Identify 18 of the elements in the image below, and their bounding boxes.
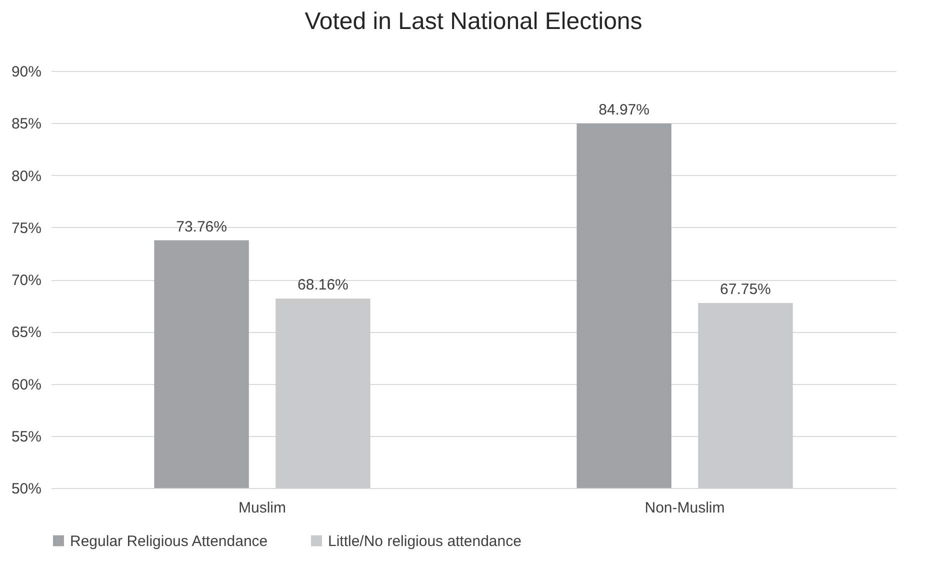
y-tick-label: 90% bbox=[11, 64, 42, 80]
x-tick-label: Non-Muslim bbox=[644, 500, 725, 516]
data-label: 67.75% bbox=[720, 280, 771, 298]
y-tick-label: 75% bbox=[11, 220, 42, 237]
y-tick-label: 55% bbox=[11, 428, 42, 446]
legend-label: Little/No religious attendance bbox=[328, 532, 522, 550]
y-tick-label: 50% bbox=[11, 480, 42, 498]
y-tick-label: 60% bbox=[11, 376, 42, 394]
chart-title: Voted in Last National Elections bbox=[304, 8, 642, 35]
y-tick-label: 70% bbox=[11, 272, 42, 289]
y-tick-label: 80% bbox=[11, 168, 42, 185]
x-tick-label: Muslim bbox=[238, 500, 286, 516]
legend-label: Regular Religious Attendance bbox=[70, 532, 268, 550]
y-tick-label: 85% bbox=[11, 116, 42, 133]
y-tick-label: 65% bbox=[11, 324, 42, 342]
data-label: 68.16% bbox=[298, 276, 348, 294]
data-label: 84.97% bbox=[598, 101, 650, 118]
data-label: 73.76% bbox=[176, 218, 227, 236]
